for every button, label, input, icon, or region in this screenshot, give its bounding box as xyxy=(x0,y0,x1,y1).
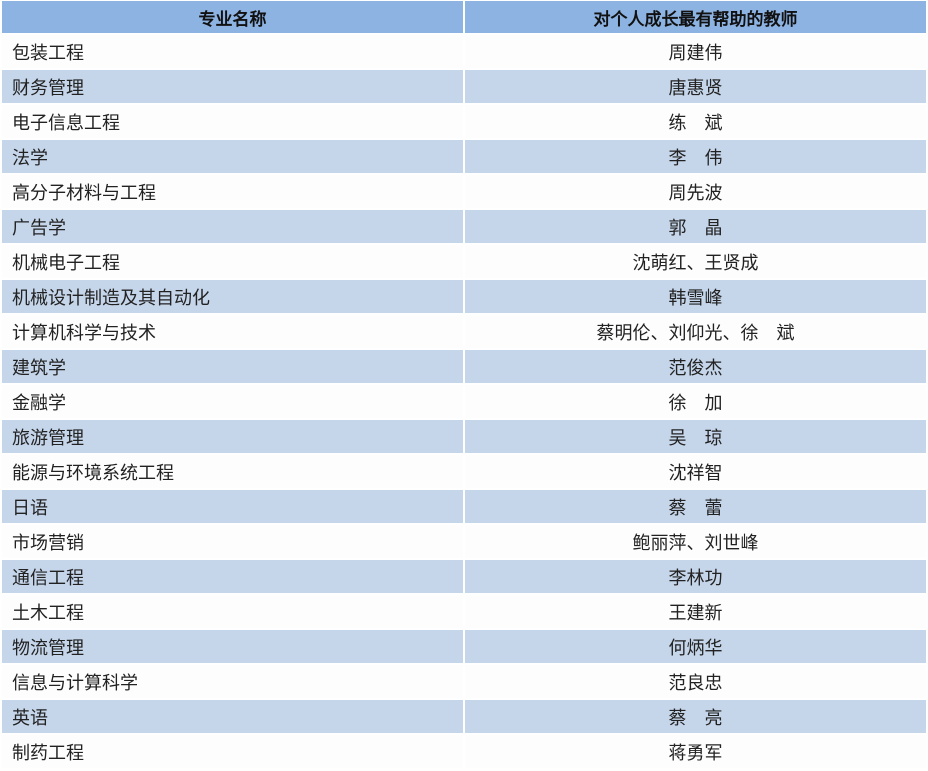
teacher-cell: 周先波 xyxy=(465,175,926,208)
teacher-cell: 范俊杰 xyxy=(465,350,926,383)
major-cell: 包装工程 xyxy=(2,35,463,68)
major-cell: 机械设计制造及其自动化 xyxy=(2,280,463,313)
major-cell: 市场营销 xyxy=(2,525,463,558)
teacher-cell: 沈萌红、王贤成 xyxy=(465,245,926,278)
table-row: 旅游管理吴 琼 xyxy=(2,420,926,453)
table-row: 机械电子工程 沈萌红、王贤成 xyxy=(2,245,926,278)
teacher-cell: 周建伟 xyxy=(465,35,926,68)
table-row: 物流管理 何炳华 xyxy=(2,630,926,663)
major-cell: 法学 xyxy=(2,140,463,173)
table-row: 包装工程 周建伟 xyxy=(2,35,926,68)
table-row: 信息与计算科学 范良忠 xyxy=(2,665,926,698)
table-row: 日语蔡 蕾 xyxy=(2,490,926,523)
major-cell: 能源与环境系统工程 xyxy=(2,455,463,488)
teacher-cell: 李林功 xyxy=(465,560,926,593)
teacher-cell: 李 伟 xyxy=(465,140,926,173)
teacher-cell: 蔡 亮 xyxy=(465,700,926,733)
teacher-cell: 范良忠 xyxy=(465,665,926,698)
major-cell: 旅游管理 xyxy=(2,420,463,453)
table-row: 高分子材料与工程 周先波 xyxy=(2,175,926,208)
teacher-cell: 王建新 xyxy=(465,595,926,628)
major-cell: 土木工程 xyxy=(2,595,463,628)
teacher-cell: 蒋勇军 xyxy=(465,735,926,768)
major-cell: 电子信息工程 xyxy=(2,105,463,138)
table-row: 金融学徐 加 xyxy=(2,385,926,418)
major-cell: 制药工程 xyxy=(2,735,463,768)
major-cell: 高分子材料与工程 xyxy=(2,175,463,208)
table-row: 土木工程 王建新 xyxy=(2,595,926,628)
table-row: 电子信息工程练 斌 xyxy=(2,105,926,138)
major-cell: 通信工程 xyxy=(2,560,463,593)
major-cell: 日语 xyxy=(2,490,463,523)
major-cell: 机械电子工程 xyxy=(2,245,463,278)
table-row: 制药工程 蒋勇军 xyxy=(2,735,926,768)
teacher-cell: 唐惠贤 xyxy=(465,70,926,103)
teacher-cell: 郭 晶 xyxy=(465,210,926,243)
major-cell: 财务管理 xyxy=(2,70,463,103)
table-row: 英语蔡 亮 xyxy=(2,700,926,733)
major-cell: 广告学 xyxy=(2,210,463,243)
teacher-cell: 徐 加 xyxy=(465,385,926,418)
table-row: 计算机科学与技术 蔡明伦、刘仰光、徐 斌 xyxy=(2,315,926,348)
header-row: 专业名称 对个人成长最有帮助的教师 xyxy=(2,1,926,33)
teacher-cell: 何炳华 xyxy=(465,630,926,663)
table-row: 建筑学 范俊杰 xyxy=(2,350,926,383)
major-cell: 英语 xyxy=(2,700,463,733)
teacher-cell: 沈祥智 xyxy=(465,455,926,488)
major-cell: 计算机科学与技术 xyxy=(2,315,463,348)
major-cell: 金融学 xyxy=(2,385,463,418)
major-cell: 信息与计算科学 xyxy=(2,665,463,698)
table-row: 法学李 伟 xyxy=(2,140,926,173)
table-row: 财务管理 唐惠贤 xyxy=(2,70,926,103)
teacher-cell: 练 斌 xyxy=(465,105,926,138)
teacher-cell: 吴 琼 xyxy=(465,420,926,453)
header-teacher: 对个人成长最有帮助的教师 xyxy=(465,1,926,33)
teacher-cell: 蔡明伦、刘仰光、徐 斌 xyxy=(465,315,926,348)
major-cell: 建筑学 xyxy=(2,350,463,383)
table-row: 市场营销 鲍丽萍、刘世峰 xyxy=(2,525,926,558)
teacher-cell: 韩雪峰 xyxy=(465,280,926,313)
table-row: 通信工程 李林功 xyxy=(2,560,926,593)
header-major: 专业名称 xyxy=(2,1,463,33)
major-cell: 物流管理 xyxy=(2,630,463,663)
table-row: 机械设计制造及其自动化 韩雪峰 xyxy=(2,280,926,313)
table-row: 广告学郭 晶 xyxy=(2,210,926,243)
table-row: 能源与环境系统工程 沈祥智 xyxy=(2,455,926,488)
teacher-cell: 鲍丽萍、刘世峰 xyxy=(465,525,926,558)
teacher-cell: 蔡 蕾 xyxy=(465,490,926,523)
